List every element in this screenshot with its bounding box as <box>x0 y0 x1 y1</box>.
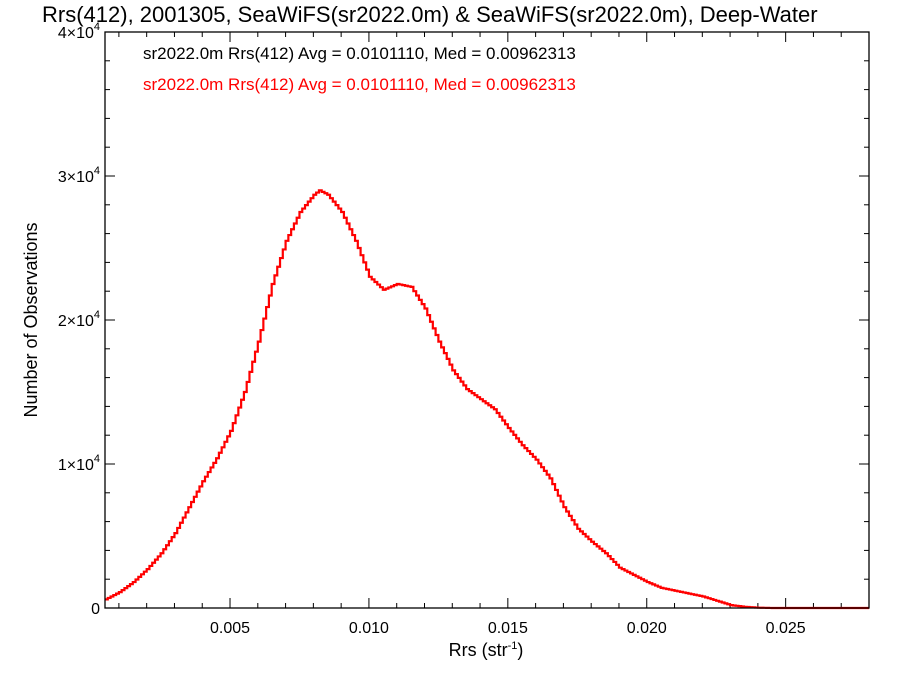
series-layer <box>105 189 869 610</box>
chart-title: Rrs(412), 2001305, SeaWiFS(sr2022.0m) & … <box>42 2 818 27</box>
x-axis-title-suffix: ) <box>517 640 523 660</box>
y-tick-label-1: 1×104 <box>58 453 100 474</box>
axis-ticks <box>105 31 870 609</box>
x-axis-title-superscript: -1 <box>508 640 518 652</box>
legend-entry-1: sr2022.0m Rrs(412) Avg = 0.0101110, Med … <box>143 75 576 94</box>
x-tick-label-0: 0.005 <box>210 620 250 637</box>
x-tick-label-3: 0.020 <box>627 620 667 637</box>
legend: sr2022.0m Rrs(412) Avg = 0.0101110, Med … <box>143 44 576 94</box>
x-tick-label-4: 0.025 <box>766 620 806 637</box>
y-tick-label-3: 3×104 <box>58 165 100 186</box>
x-axis-title-text: Rrs (str <box>449 640 508 660</box>
x-tick-label-2: 0.015 <box>488 620 528 637</box>
x-tick-label-1: 0.010 <box>349 620 389 637</box>
y-tick-label-2: 2×104 <box>58 309 100 330</box>
x-axis-title: Rrs (str-1) <box>449 640 524 660</box>
y-tick-label-4: 4×104 <box>58 21 100 42</box>
plot-frame <box>104 31 870 609</box>
legend-entry-0: sr2022.0m Rrs(412) Avg = 0.0101110, Med … <box>143 44 576 63</box>
y-tick-label-0: 0 <box>91 601 100 618</box>
axis-tick-labels: 0.005 0.010 0.015 0.020 0.025 0 1×104 2×104 3×10… <box>58 21 806 637</box>
series-line-0 <box>105 189 869 610</box>
y-axis-title: Number of Observations <box>21 222 41 417</box>
